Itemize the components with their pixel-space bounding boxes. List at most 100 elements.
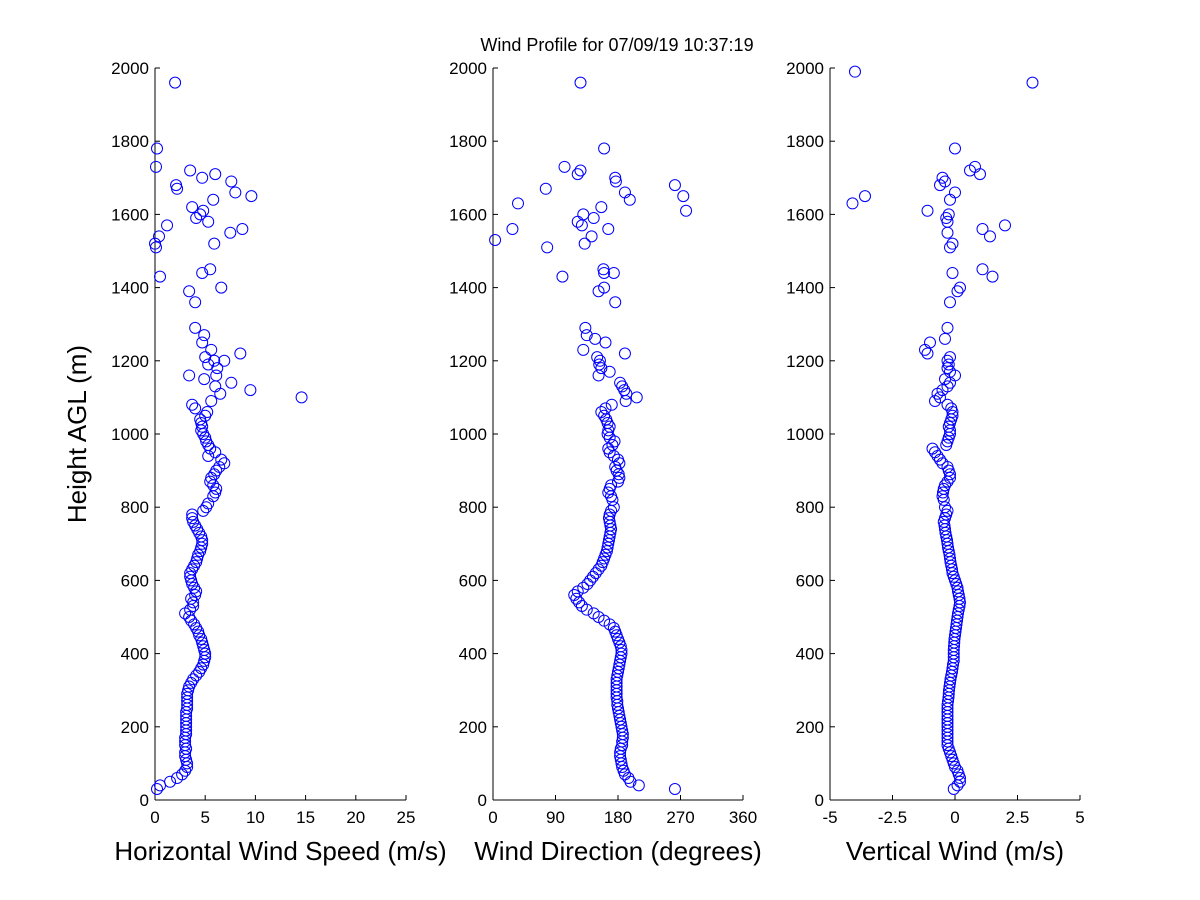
x-axis-label: Vertical Wind (m/s) <box>846 836 1064 866</box>
y-tick-label: 1200 <box>111 352 149 371</box>
data-point <box>632 779 645 792</box>
y-tick-label: 200 <box>796 718 824 737</box>
data-point <box>210 482 223 495</box>
data-point <box>579 321 592 334</box>
data-point <box>608 435 621 448</box>
data-point <box>236 223 249 236</box>
data-point <box>189 296 202 309</box>
data-point <box>984 230 996 243</box>
data-point <box>668 179 681 192</box>
data-point <box>245 190 258 203</box>
x-tick-label: 180 <box>604 808 632 827</box>
data-point <box>151 142 164 155</box>
data-point <box>974 168 986 181</box>
data-point <box>209 380 222 393</box>
data-point <box>214 387 227 400</box>
data-point <box>954 281 966 294</box>
y-tick-label: 200 <box>121 718 149 737</box>
data-point <box>201 406 214 419</box>
data-point <box>150 160 163 173</box>
data-point <box>210 464 223 477</box>
data-point <box>154 779 167 792</box>
data-point <box>151 783 164 796</box>
data-point <box>183 369 196 382</box>
data-point <box>941 398 954 411</box>
data-point <box>986 270 999 283</box>
y-tick-label: 600 <box>459 571 487 590</box>
data-point <box>153 230 166 243</box>
panel-1: 0 200 400 600 800 1000 1200 1400 1600 1800 2000 0 5 1… <box>62 59 447 866</box>
data-point <box>921 347 934 360</box>
data-point <box>846 197 859 210</box>
data-point <box>607 501 620 514</box>
y-tick-label: 2000 <box>111 59 149 78</box>
data-point <box>187 673 200 686</box>
data-point <box>941 321 954 334</box>
y-tick-label: 1800 <box>786 132 824 151</box>
y-tick-label: 1600 <box>449 205 487 224</box>
data-point <box>205 395 218 408</box>
data-point <box>940 212 953 225</box>
data-point <box>207 479 220 492</box>
data-point <box>215 281 228 294</box>
data-point <box>194 208 207 221</box>
data-point <box>952 585 964 598</box>
data-point <box>969 160 981 173</box>
data-point <box>489 234 502 247</box>
data-point <box>951 764 964 777</box>
data-point <box>196 636 209 649</box>
data-point <box>587 607 600 620</box>
data-point <box>208 237 221 250</box>
data-point <box>558 160 571 173</box>
data-point <box>198 373 211 386</box>
y-tick-label: 1200 <box>449 352 487 371</box>
x-tick-label: 5 <box>200 808 209 827</box>
data-point <box>593 358 606 371</box>
data-point <box>541 241 554 254</box>
x-axis-label: Wind Direction (degrees) <box>474 836 762 866</box>
data-point <box>680 204 693 217</box>
data-point <box>556 270 569 283</box>
data-point <box>182 684 195 697</box>
data-point <box>607 621 620 634</box>
data-point <box>609 171 622 184</box>
data-point <box>202 449 215 462</box>
data-point <box>592 369 605 382</box>
data-point <box>196 266 209 279</box>
data-point <box>618 347 631 360</box>
data-point <box>190 669 203 682</box>
data-point <box>225 175 238 188</box>
data-point <box>575 600 588 613</box>
data-point <box>197 504 210 517</box>
data-point <box>614 376 627 389</box>
data-point <box>295 391 308 404</box>
y-tick-label: 0 <box>140 791 149 810</box>
y-tick-label: 600 <box>796 571 824 590</box>
data-point <box>602 223 615 236</box>
data-point <box>677 190 690 203</box>
data-point <box>205 343 218 356</box>
figure-title: Wind Profile for 07/09/19 10:37:19 <box>480 35 753 55</box>
data-point <box>571 168 584 181</box>
data-point <box>204 263 217 276</box>
y-tick-label: 1400 <box>111 279 149 298</box>
data-point <box>618 186 631 199</box>
data-point <box>574 164 587 177</box>
data-point <box>587 212 600 225</box>
data-point <box>186 512 199 525</box>
data-point <box>605 504 618 517</box>
data-point <box>946 409 959 422</box>
data-point <box>574 76 587 89</box>
data-point <box>612 453 624 466</box>
data-point <box>209 168 222 181</box>
data-point <box>591 351 604 364</box>
x-tick-label: 10 <box>246 808 265 827</box>
data-point <box>224 226 237 239</box>
data-point <box>512 197 524 210</box>
x-tick-label: 25 <box>397 808 416 827</box>
data-point <box>859 190 871 203</box>
data-point <box>218 354 231 367</box>
y-tick-label: 600 <box>121 571 149 590</box>
data-point <box>945 402 958 415</box>
